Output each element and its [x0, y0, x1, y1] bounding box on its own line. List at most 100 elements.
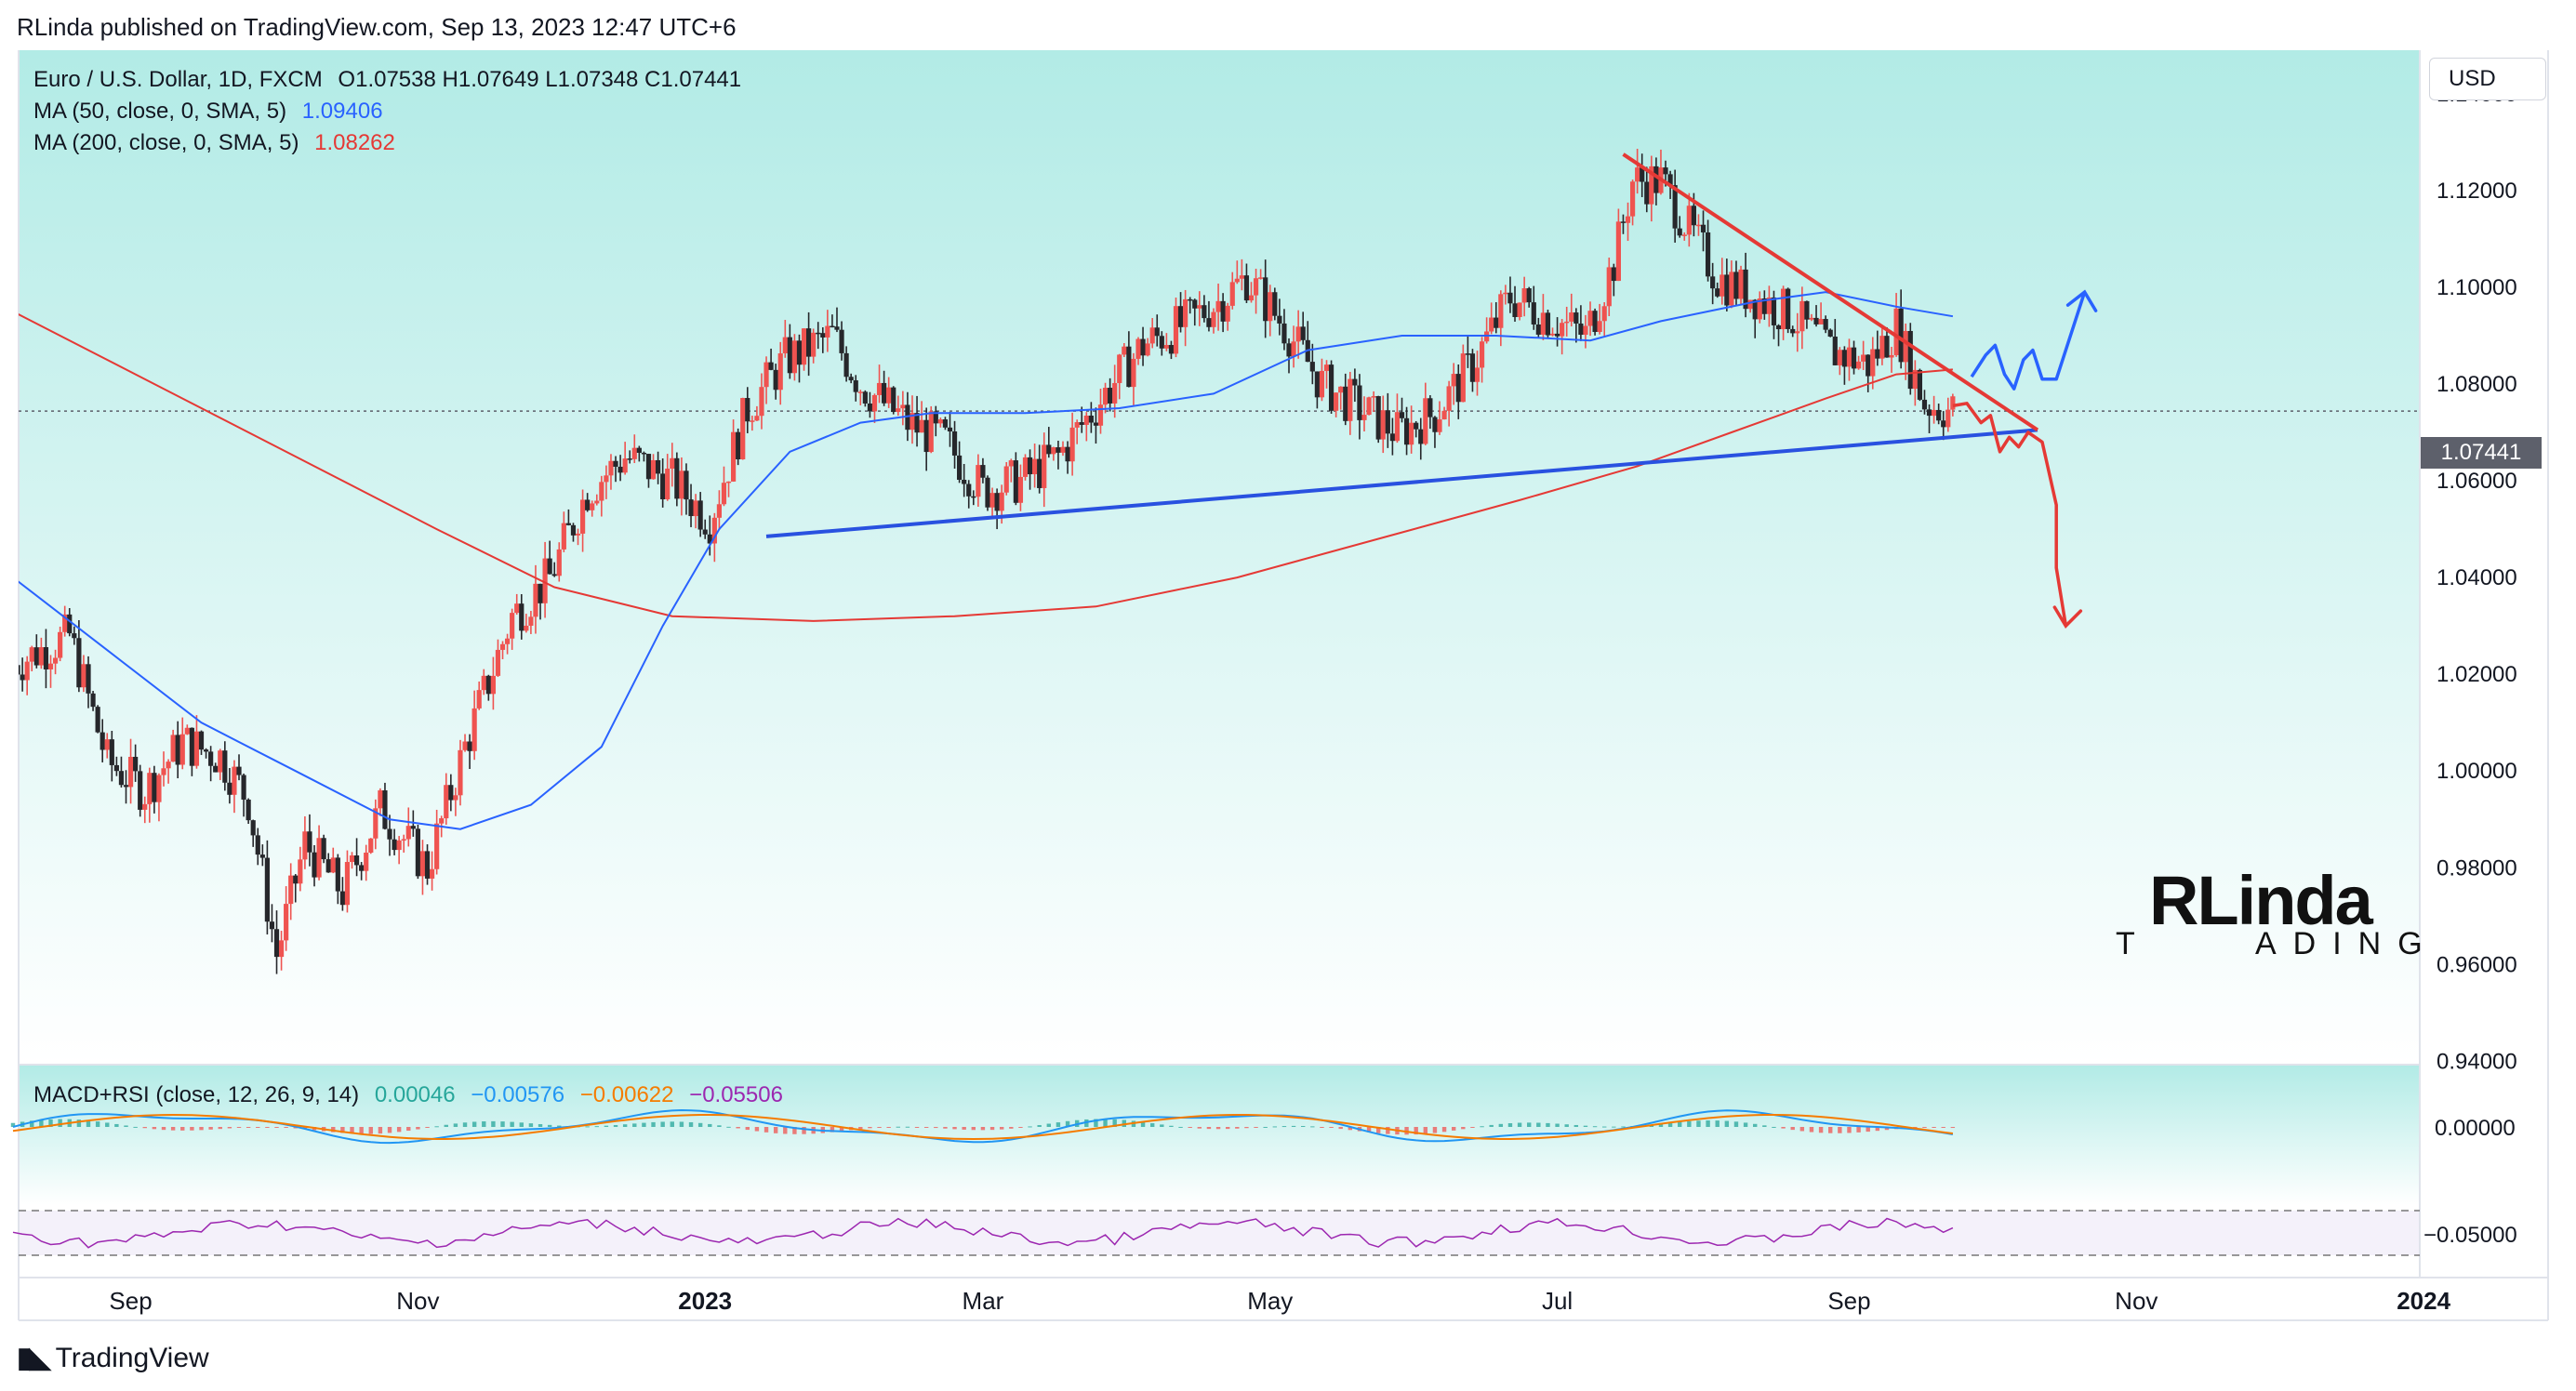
- macd-histogram-bar: [1866, 1127, 1870, 1133]
- candle-body: [1681, 234, 1687, 236]
- candle-body: [1884, 336, 1890, 358]
- candle-body: [467, 741, 472, 751]
- macd-histogram-bar: [359, 1127, 364, 1134]
- time-tick-label: Nov: [2115, 1287, 2158, 1315]
- candle-body: [1159, 336, 1164, 349]
- macd-histogram-bar: [331, 1127, 336, 1133]
- candle-body: [232, 766, 237, 795]
- candle-body: [1432, 417, 1438, 432]
- candle-body: [434, 823, 440, 869]
- candle-body: [10, 665, 15, 667]
- candle-body: [1733, 272, 1739, 299]
- macd-histogram-bar: [105, 1122, 110, 1127]
- candle-body: [1629, 181, 1636, 217]
- candle-body: [1780, 288, 1786, 330]
- candle-body: [820, 333, 826, 338]
- last-price-label: 1.07441: [2421, 437, 2542, 469]
- tradingview-brand[interactable]: ▮◣ TradingView: [17, 1342, 209, 1374]
- candle-body: [519, 603, 524, 631]
- ma50-legend[interactable]: MA (50, close, 0, SMA, 5) 1.09406: [33, 99, 383, 125]
- macd-zero-tick-label: 0.00000: [2435, 1116, 2516, 1141]
- bullish-arrow-head: [2065, 289, 2098, 312]
- candle-body: [1790, 328, 1796, 334]
- candle-body: [1248, 295, 1255, 301]
- time-axis[interactable]: Sep Nov 2023 Mar May Jul Sep Nov 2024: [109, 1287, 2450, 1315]
- macd-histogram-bar: [1546, 1122, 1550, 1127]
- candle-body: [392, 839, 397, 851]
- macd-histogram-bar: [218, 1127, 222, 1130]
- candle-body: [565, 523, 572, 525]
- candle-body: [166, 762, 171, 769]
- macd-histogram-bar: [764, 1127, 769, 1133]
- macd-histogram-bar: [783, 1127, 788, 1134]
- bearish-forecast-path[interactable]: [1952, 402, 2068, 627]
- resistance-trendline[interactable]: [1622, 152, 2039, 432]
- candle-body: [641, 452, 647, 455]
- macd-histogram-bar: [708, 1123, 712, 1127]
- candle-body: [1451, 374, 1456, 387]
- macd-histogram-bar: [1838, 1127, 1842, 1133]
- candle-body: [791, 340, 798, 374]
- candle-body: [481, 675, 486, 691]
- candle-body: [415, 828, 420, 877]
- candle-body: [514, 603, 520, 614]
- candle-body: [1102, 388, 1109, 405]
- macd-histogram-bar: [1178, 1126, 1183, 1128]
- candle-body: [1163, 345, 1169, 349]
- candle-body: [919, 419, 924, 433]
- macd-histogram-bar: [152, 1127, 157, 1130]
- candle-body: [631, 447, 637, 459]
- candle-body: [278, 940, 285, 958]
- candle-body: [378, 790, 383, 809]
- macd-histogram-bar: [528, 1123, 534, 1127]
- macd-histogram-bar: [1517, 1122, 1522, 1127]
- price-axis[interactable]: 1.140001.120001.100001.080001.060001.040…: [2437, 82, 2517, 1075]
- candle-body: [1521, 288, 1527, 303]
- macd-histogram-bar: [1272, 1126, 1278, 1128]
- macd-histogram-bar: [368, 1127, 373, 1134]
- ma200-legend[interactable]: MA (200, close, 0, SMA, 5) 1.08262: [33, 130, 395, 156]
- candle-body: [510, 613, 515, 639]
- candle-body: [1615, 221, 1621, 282]
- candle-body: [29, 647, 34, 662]
- candle-body: [161, 768, 166, 775]
- main-pane-background: [19, 50, 2420, 1064]
- candle-body: [109, 739, 114, 765]
- macd-histogram-bar: [697, 1122, 703, 1127]
- candle-body: [556, 549, 562, 576]
- candle-body: [538, 583, 543, 603]
- candle-body: [1234, 278, 1240, 283]
- macd-histogram-bar: [124, 1125, 128, 1127]
- ma200-line: [19, 312, 1953, 622]
- candle-body: [1154, 327, 1160, 337]
- candle-body: [754, 416, 760, 421]
- support-trendline[interactable]: [765, 428, 2038, 538]
- bullish-forecast-path[interactable]: [1970, 291, 2087, 391]
- candle-body: [951, 431, 958, 456]
- candle-body: [1051, 447, 1056, 455]
- macd-low-tick-label: −0.05000: [2423, 1223, 2517, 1248]
- macd-histogram-bar: [679, 1121, 684, 1127]
- candle-body: [1786, 288, 1791, 329]
- candle-body: [942, 419, 949, 428]
- macd-histogram-bar: [792, 1127, 797, 1134]
- symbol-legend[interactable]: Euro / U.S. Dollar, 1D, FXCM O1.07538 H1…: [33, 67, 741, 93]
- macd-histogram-bar: [519, 1122, 524, 1127]
- macd-histogram-bar: [1281, 1126, 1287, 1128]
- candle-body: [1932, 409, 1937, 417]
- candle-body: [740, 398, 746, 459]
- candle-body: [1173, 306, 1179, 354]
- macd-legend[interactable]: MACD+RSI (close, 12, 26, 9, 14) 0.00046 …: [33, 1082, 783, 1108]
- candle-body: [693, 500, 698, 517]
- candle-body: [1145, 343, 1150, 356]
- candle-body: [1775, 325, 1782, 330]
- currency-button[interactable]: USD: [2429, 58, 2546, 100]
- candle-body: [1743, 269, 1748, 310]
- time-tick-label: Mar: [963, 1287, 1004, 1315]
- macd-histogram-bar: [868, 1127, 872, 1129]
- candle-body: [1729, 272, 1734, 306]
- candle-body: [561, 523, 566, 550]
- candle-body: [259, 854, 265, 858]
- candle-body: [1705, 232, 1711, 277]
